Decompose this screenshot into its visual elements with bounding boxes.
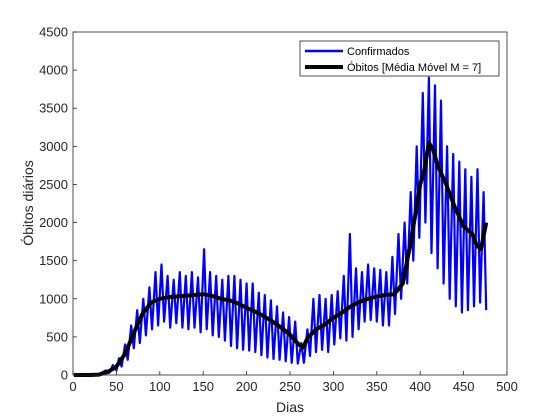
legend: Confirmados Óbitos [Média Móvel M = 7] (299, 40, 500, 77)
x-tick-label: 300 (323, 379, 345, 394)
y-tick-label: 4500 (39, 25, 68, 40)
series-line-obitos-media-movel (73, 140, 489, 377)
x-tick-label: 100 (149, 379, 171, 394)
y-tick-label: 0 (61, 368, 68, 383)
legend-box (299, 40, 500, 77)
x-tick-label: 400 (409, 379, 431, 394)
y-tick-label: 500 (46, 329, 68, 344)
x-tick-label: 450 (453, 379, 475, 394)
x-tick-label: 500 (496, 379, 518, 394)
legend-label-confirmados: Confirmados (347, 46, 410, 58)
x-tick-label: 50 (109, 379, 123, 394)
x-tick-label: 0 (69, 379, 76, 394)
series-line-confirmados (73, 76, 488, 377)
x-tick-label: 150 (192, 379, 214, 394)
y-tick-label: 1000 (39, 291, 68, 306)
y-axis-label: Óbitos diários (20, 160, 36, 246)
y-tick-label: 4000 (39, 63, 68, 78)
legend-label-obitos: Óbitos [Média Móvel M = 7] (347, 61, 481, 74)
series-layer (73, 76, 489, 377)
x-tick-label: 350 (366, 379, 388, 394)
y-tick-label: 3000 (39, 139, 68, 154)
y-tick-label: 2500 (39, 177, 68, 192)
y-tick-label: 2000 (39, 215, 68, 230)
x-tick-label: 200 (236, 379, 258, 394)
x-tick-label: 250 (279, 379, 301, 394)
y-tick-label: 1500 (39, 253, 68, 268)
x-axis-label: Dias (276, 399, 304, 415)
axes-layer: 0 50 100 150 200 250 300 350 400 450 500 0 500 1000 15… (39, 25, 518, 395)
y-tick-label: 3500 (39, 101, 68, 116)
